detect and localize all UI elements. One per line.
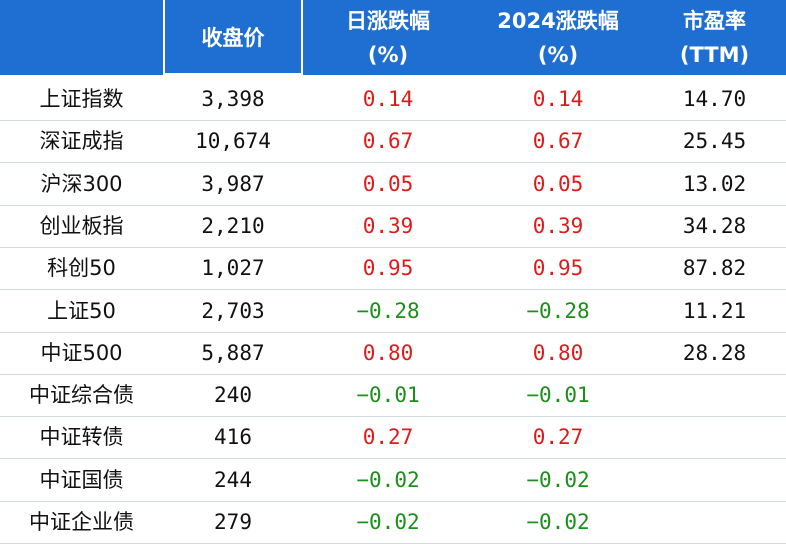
table-header: 收盘价 日涨跌幅 (%) 2024涨跌幅 (%) 市盈率 (TTM) [0,0,786,75]
table-row: 上证指数 3,398 0.14 0.14 14.70 [0,78,786,121]
header-daily-unit: (%) [367,42,409,67]
pe-ratio-cell: 87.82 [682,256,747,281]
header-close: 收盘价 [165,0,301,75]
daily-change-cell: 0.27 [362,425,414,450]
daily-change-cell: −0.02 [356,467,420,492]
ytd-change-cell: −0.02 [526,510,590,534]
pe-ratio-cell: 34.28 [682,213,747,238]
daily-change-cell: 0.39 [362,213,414,238]
ytd-change-cell: 0.14 [532,87,584,111]
table-row: 中证企业债 279 −0.02 −0.02 [0,501,786,544]
ytd-change-cell: −0.28 [526,298,590,323]
index-name-cell: 中证综合债 [29,383,134,408]
table-row: 沪深300 3,987 0.05 0.05 13.02 [0,163,786,206]
index-name-cell: 中证转债 [39,425,124,450]
close-price-cell: 5,887 [201,340,265,365]
daily-change-cell: −0.28 [356,298,420,323]
index-name-cell: 深证成指 [39,129,124,154]
daily-change-cell: 0.67 [362,129,414,154]
close-price-cell: 3,987 [201,171,265,196]
index-name-cell: 中证国债 [39,467,124,492]
pe-ratio-cell: 28.28 [682,340,747,365]
close-price-cell: 2,703 [201,298,265,323]
header-name [0,0,163,75]
daily-change-cell: −0.01 [356,383,420,408]
daily-change-cell: 0.95 [362,256,414,281]
header-ytd-label: 2024涨跌幅 [497,8,619,33]
index-name-cell: 创业板指 [39,213,124,238]
ytd-change-cell: 0.27 [532,425,584,450]
table-row: 中证转债 416 0.27 0.27 [0,416,786,460]
index-name-cell: 中证500 [40,340,123,365]
pe-ratio-cell: 25.45 [682,129,747,154]
close-price-cell: 244 [214,467,252,492]
index-name-cell: 上证50 [47,298,116,323]
table-row: 科创50 1,027 0.95 0.95 87.82 [0,247,786,291]
header-daily-label: 日涨跌幅 [346,8,430,33]
header-ytd-unit: (%) [537,42,579,67]
ytd-change-cell: 0.05 [532,171,584,196]
close-price-cell: 416 [214,425,252,450]
header-pe: 市盈率 (TTM) [643,0,786,75]
daily-change-cell: 0.80 [362,340,414,365]
table-row: 上证50 2,703 −0.28 −0.28 11.21 [0,290,786,333]
header-underline [163,73,301,75]
index-name-cell: 沪深300 [40,171,123,196]
index-name-cell: 科创50 [47,256,116,281]
header-pe-label: 市盈率 [683,8,746,33]
pe-ratio-cell [643,374,786,416]
ytd-change-cell: 0.80 [532,340,584,365]
close-price-cell: 240 [214,383,252,408]
ytd-change-cell: −0.02 [526,467,590,492]
close-price-cell: 10,674 [195,129,271,154]
table-row: 中证500 5,887 0.80 0.80 28.28 [0,332,786,375]
table-row: 中证综合债 240 −0.01 −0.01 [0,374,786,418]
ytd-change-cell: 0.67 [532,129,584,154]
close-price-cell: 2,210 [201,213,265,238]
daily-change-cell: 0.05 [362,171,414,196]
close-price-cell: 279 [214,510,252,534]
header-divider [163,0,165,75]
daily-change-cell: 0.14 [362,87,414,111]
pe-ratio-cell [643,459,786,501]
ytd-change-cell: 0.39 [532,213,584,238]
table-row: 创业板指 2,210 0.39 0.39 34.28 [0,205,786,248]
close-price-cell: 1,027 [201,256,265,281]
index-name-cell: 上证指数 [39,87,124,111]
index-name-cell: 中证企业债 [29,510,134,534]
close-price-cell: 3,398 [201,87,265,111]
header-pe-unit: (TTM) [679,42,750,67]
daily-change-cell: −0.02 [356,510,420,534]
header-close-label: 收盘价 [201,25,265,50]
pe-ratio-cell [643,416,786,458]
ytd-change-cell: −0.01 [526,383,590,408]
table-row: 深证成指 10,674 0.67 0.67 25.45 [0,120,786,164]
header-ytd-change: 2024涨跌幅 (%) [473,0,643,75]
header-divider [301,0,303,75]
ytd-change-cell: 0.95 [532,256,584,281]
table-row: 中证国债 244 −0.02 −0.02 [0,459,786,502]
pe-ratio-cell: 14.70 [682,87,747,111]
header-daily-change: 日涨跌幅 (%) [303,0,473,75]
pe-ratio-cell: 13.02 [682,171,747,196]
pe-ratio-cell: 11.21 [682,298,747,323]
